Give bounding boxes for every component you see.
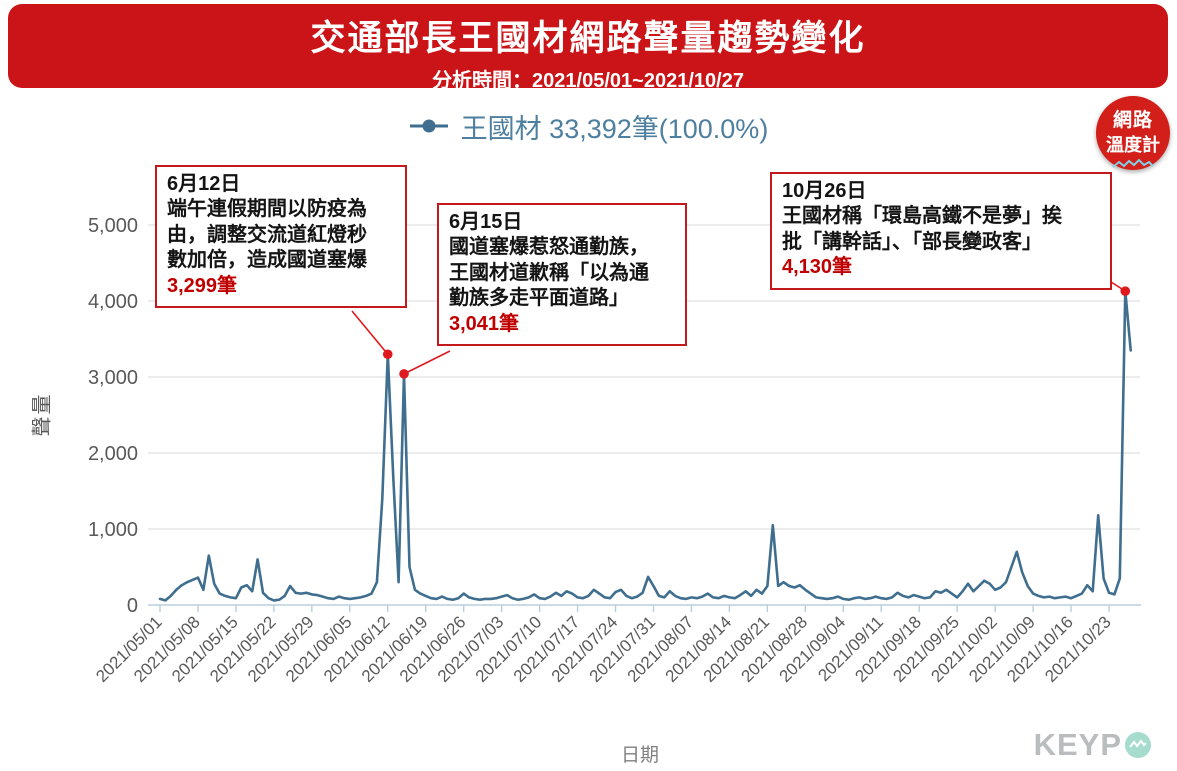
- y-tick-label: 2,000: [88, 443, 138, 465]
- dailyview-thermometer-logo: 網路 溫度計: [1096, 96, 1170, 170]
- annotation-connector: [403, 350, 451, 375]
- trend-line: [158, 289, 1132, 602]
- y-tick-label: 1,000: [88, 519, 138, 541]
- annotation-count: 3,299筆: [167, 274, 238, 297]
- annotation-body: 國道塞爆惹怒通勤族， 王國材道歉稱「以為通 勤族多走平面道路」: [449, 236, 649, 310]
- header-banner: 交通部長王國材網路聲量趨勢變化 分析時間：2021/05/01~2021/10/…: [8, 4, 1168, 92]
- y-tick-label: 3,000: [88, 367, 138, 389]
- keypo-text: KEYP: [1033, 727, 1122, 762]
- annotation-date: 6月15日: [449, 211, 523, 233]
- logo-text-line2: 溫度計: [1106, 135, 1160, 155]
- legend-line-marker-icon: [409, 119, 448, 133]
- annotation-body: 端午連假期間以防疫為 由，調整交流道紅燈秒 數加倍，造成國道塞爆: [167, 198, 367, 272]
- page-title: 交通部長王國材網路聲量趨勢變化: [310, 19, 866, 58]
- annotation-connector: [351, 310, 389, 355]
- annotation-marker-dot: [1120, 286, 1131, 296]
- annotation-date: 10月26日: [782, 180, 867, 202]
- annotation-box-june15: 6月15日 國道塞爆惹怒通勤族， 王國材道歉稱「以為通 勤族多走平面道路」 3,…: [437, 203, 687, 346]
- y-tick-label: 0: [127, 595, 138, 617]
- y-tick-label: 5,000: [88, 215, 138, 237]
- legend-series-label: 王國材 33,392筆(100.0%): [460, 113, 769, 144]
- y-axis-title: 聲量: [31, 392, 54, 437]
- annotation-box-oct26: 10月26日 王國材稱「環島高鐵不是夢」挨 批「講幹話」、「部長變政客」 4,1…: [770, 172, 1112, 290]
- annotation-date: 6月12日: [167, 173, 241, 195]
- analysis-period: 分析時間：2021/05/01~2021/10/27: [432, 70, 744, 92]
- logo-text-line1: 網路: [1112, 110, 1153, 131]
- y-tick-label: 4,000: [88, 291, 138, 313]
- annotation-count: 3,041筆: [449, 312, 520, 335]
- annotation-box-june12: 6月12日 端午連假期間以防疫為 由，調整交流道紅燈秒 數加倍，造成國道塞爆 3…: [155, 165, 407, 308]
- keypo-o-wave-icon: [1125, 732, 1151, 758]
- annotation-count: 4,130筆: [782, 256, 853, 279]
- annotation-marker-dot: [399, 369, 409, 379]
- keypo-watermark: KEYP: [1034, 727, 1153, 763]
- annotation-marker-dot: [382, 349, 393, 360]
- logo-wave-icon: [1112, 158, 1154, 168]
- chart-legend: 王國材 33,392筆(100.0%): [0, 106, 1177, 146]
- annotation-body: 王國材稱「環島高鐵不是夢」挨 批「講幹話」、「部長變政客」: [782, 205, 1062, 253]
- x-axis-title: 日期: [620, 745, 659, 766]
